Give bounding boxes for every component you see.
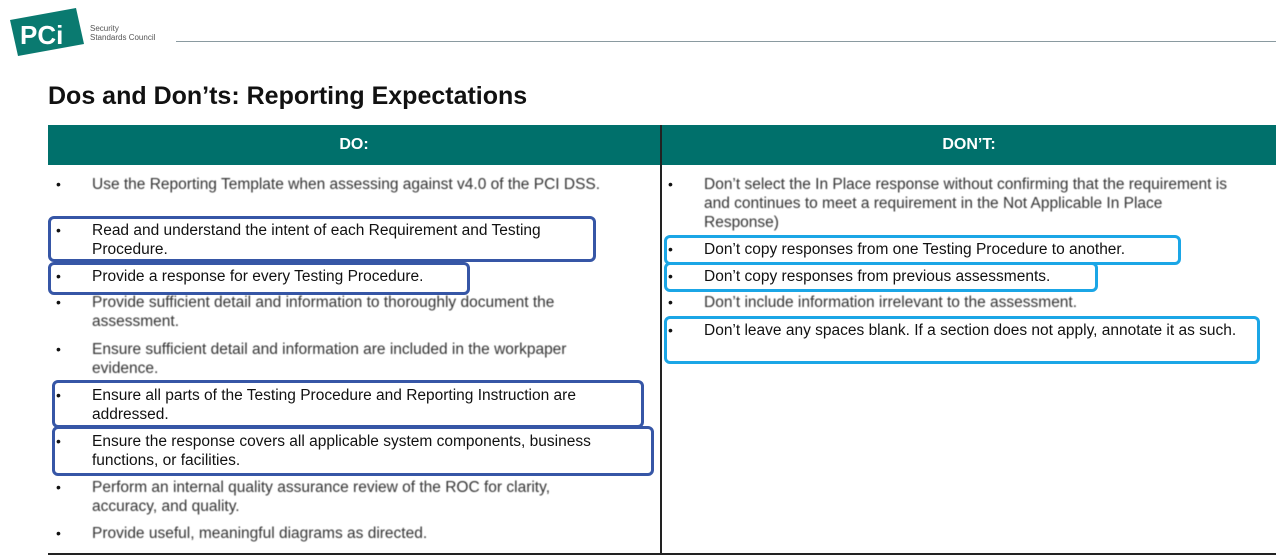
header-rule — [176, 41, 1276, 42]
svg-text:PCi: PCi — [20, 20, 63, 50]
do-item: • Perform an internal quality assurance r… — [56, 479, 551, 515]
do-item: • Use the Reporting Template when assessi… — [56, 176, 601, 193]
pci-logo: PCi — [10, 8, 84, 56]
do-item: • Read and understand the intent of each … — [56, 222, 541, 258]
do-item: • Ensure sufficient detail and informatio… — [56, 341, 567, 377]
do-item: • Ensure the response covers all applicab… — [56, 433, 591, 469]
highlight-box — [48, 262, 470, 295]
dont-item: • Don’t select the In Place response with… — [668, 176, 1227, 231]
logo-subtext: Security Standards Council — [90, 24, 155, 42]
logo-subtext-line: Standards Council — [90, 33, 156, 42]
highlight-box — [48, 216, 596, 262]
highlight-box — [664, 316, 1260, 364]
logo-subtext-line: Security — [90, 24, 119, 33]
dont-item: • Don’t include information irrelevant to… — [668, 294, 1078, 311]
highlight-box — [52, 426, 654, 476]
do-item: • Provide useful, meaningful diagrams as … — [56, 525, 428, 542]
do-column-header: DO: — [48, 125, 660, 165]
dont-item: • Don’t copy responses from previous asse… — [668, 268, 1051, 285]
column-divider — [660, 125, 662, 553]
dont-item: • Don’t copy responses from one Testing P… — [668, 241, 1126, 258]
do-item: • Ensure all parts of the Testing Procedu… — [56, 387, 576, 423]
dos-donts-table: DO: DON’T: • Use the Reporting Template w… — [48, 125, 1276, 555]
dont-item: • Don’t leave any spaces blank. If a sect… — [668, 322, 1237, 339]
do-item: • Provide sufficient detail and informati… — [56, 294, 555, 330]
dont-column-header: DON’T: — [662, 125, 1276, 165]
do-item: • Provide a response for every Testing Pr… — [56, 268, 424, 285]
highlight-box — [664, 262, 1098, 292]
page-title: Dos and Don’ts: Reporting Expectations — [48, 82, 528, 110]
